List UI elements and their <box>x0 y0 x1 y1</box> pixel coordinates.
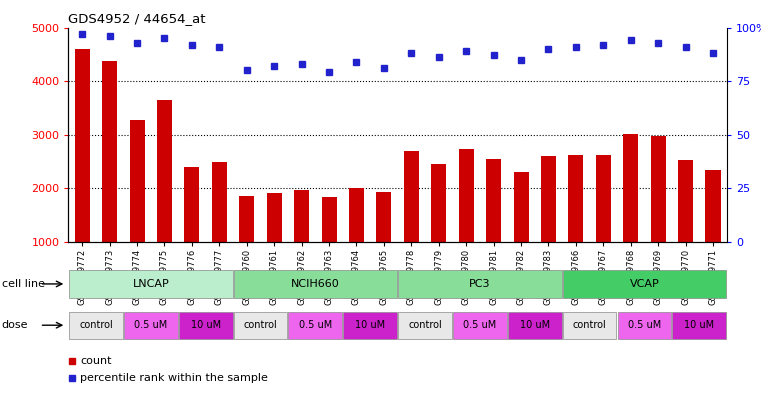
Bar <box>294 190 309 242</box>
Bar <box>343 312 397 339</box>
Bar <box>562 312 616 339</box>
Text: count: count <box>80 356 111 366</box>
Bar <box>651 136 666 242</box>
Bar <box>75 49 90 242</box>
Bar <box>102 61 117 242</box>
Text: 0.5 uM: 0.5 uM <box>134 320 167 330</box>
Bar <box>508 312 562 339</box>
Bar <box>184 167 199 242</box>
Bar <box>562 270 726 298</box>
Text: VCAP: VCAP <box>629 279 659 289</box>
Bar <box>157 100 172 242</box>
Bar <box>486 159 501 242</box>
Text: GDS4952 / 44654_at: GDS4952 / 44654_at <box>68 12 206 25</box>
Bar <box>288 312 342 339</box>
Bar <box>431 163 446 242</box>
Bar <box>179 312 233 339</box>
Text: LNCAP: LNCAP <box>132 279 169 289</box>
Bar <box>568 155 584 242</box>
Bar <box>398 312 452 339</box>
Text: cell line: cell line <box>2 279 45 289</box>
Bar <box>234 270 397 298</box>
Bar <box>404 151 419 242</box>
Bar <box>129 119 145 242</box>
Bar <box>377 192 391 242</box>
Bar <box>69 312 123 339</box>
Text: 0.5 uM: 0.5 uM <box>628 320 661 330</box>
Bar <box>514 172 529 242</box>
Bar <box>398 270 562 298</box>
Text: control: control <box>573 320 607 330</box>
Text: control: control <box>244 320 277 330</box>
Bar <box>596 155 611 242</box>
Bar <box>212 162 227 242</box>
Bar <box>239 196 254 242</box>
Bar <box>678 160 693 242</box>
Text: PC3: PC3 <box>469 279 491 289</box>
Bar <box>673 312 726 339</box>
Text: control: control <box>79 320 113 330</box>
Bar <box>453 312 507 339</box>
Text: percentile rank within the sample: percentile rank within the sample <box>80 373 268 383</box>
Bar <box>124 312 177 339</box>
Bar <box>349 188 364 242</box>
Bar <box>321 197 336 242</box>
Bar <box>266 193 282 242</box>
Bar <box>541 156 556 242</box>
Bar <box>623 134 638 242</box>
Bar <box>459 149 474 242</box>
Text: 10 uM: 10 uM <box>684 320 715 330</box>
Text: 0.5 uM: 0.5 uM <box>463 320 496 330</box>
Bar <box>705 170 721 242</box>
Text: NCIH660: NCIH660 <box>291 279 339 289</box>
Text: dose: dose <box>2 320 28 330</box>
Bar <box>234 312 288 339</box>
Bar <box>618 312 671 339</box>
Text: 10 uM: 10 uM <box>355 320 385 330</box>
Text: 10 uM: 10 uM <box>520 320 550 330</box>
Bar <box>69 270 233 298</box>
Text: 10 uM: 10 uM <box>190 320 221 330</box>
Text: control: control <box>408 320 442 330</box>
Text: 0.5 uM: 0.5 uM <box>299 320 332 330</box>
